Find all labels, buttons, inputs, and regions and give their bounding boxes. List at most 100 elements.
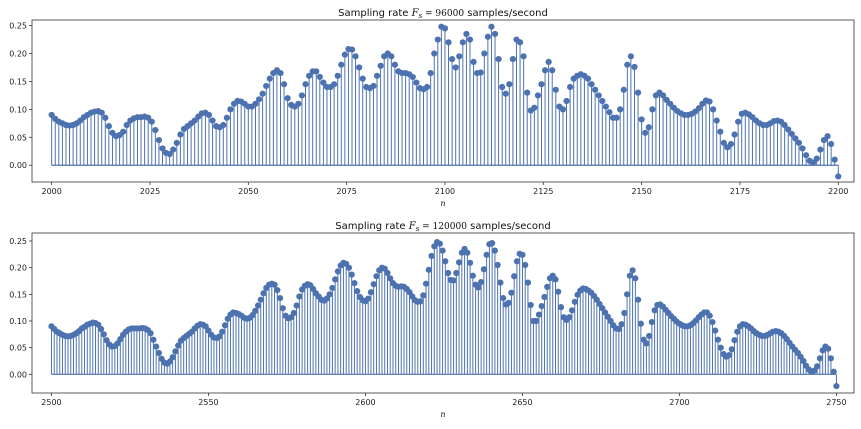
stem-marker	[456, 53, 463, 60]
y-tick-label: 0.15	[9, 77, 27, 86]
stem-marker	[713, 117, 720, 124]
stem-marker	[595, 92, 602, 99]
x-tick-label: 2700	[669, 398, 689, 407]
stem-marker	[497, 279, 504, 286]
stem-marker	[835, 173, 842, 180]
stem-marker	[643, 340, 650, 347]
stem-marker	[48, 111, 55, 119]
stem-marker	[717, 128, 724, 135]
stem-marker	[509, 56, 517, 63]
y-tick-label: 0.10	[9, 317, 27, 326]
stem-marker	[334, 268, 342, 275]
stem-marker	[695, 105, 702, 112]
stem-marker	[326, 291, 333, 298]
stem-marker	[831, 156, 838, 163]
stem-marker	[720, 139, 727, 146]
stem-marker	[277, 69, 284, 77]
x-tick-label: 2200	[828, 187, 848, 196]
stem-marker	[620, 86, 627, 93]
stem-marker	[449, 56, 456, 63]
stem-marker	[173, 139, 180, 146]
stem-marker	[155, 137, 163, 144]
chart-title: Sampling rate Fs = 96000 samples/second	[338, 8, 548, 20]
stem-marker	[466, 36, 474, 43]
stem-marker	[606, 109, 613, 116]
stem-marker	[252, 100, 259, 107]
stem-marker	[453, 269, 460, 277]
stem-marker	[216, 333, 223, 340]
stem-marker	[145, 114, 152, 121]
stem-marker	[810, 159, 817, 166]
stem-marker	[555, 288, 562, 295]
stem-marker	[97, 325, 105, 333]
stem-marker	[524, 89, 531, 96]
stem-marker	[298, 92, 306, 99]
stem-marker	[266, 75, 273, 82]
stem-marker	[341, 51, 348, 58]
stem-marker	[354, 288, 361, 295]
stem-marker	[659, 92, 667, 99]
stem-marker	[527, 301, 534, 309]
subplot-bottom: Sampling rate Fs = 120000 samples/second…	[9, 221, 855, 419]
stem-marker	[259, 90, 266, 97]
stem-marker	[423, 83, 431, 91]
axes-frame	[31, 232, 855, 394]
x-tick-label: 2500	[41, 398, 61, 407]
stem-marker	[377, 62, 384, 69]
x-tick-label: 2650	[512, 398, 532, 407]
stem-marker	[827, 355, 835, 362]
stem-marker	[481, 50, 488, 57]
stem-marker	[634, 89, 642, 96]
x-axis-label: n	[440, 199, 445, 208]
stem-marker	[824, 133, 831, 140]
stem-marker	[221, 322, 229, 329]
stem-marker	[169, 354, 176, 361]
stem-marker	[391, 61, 399, 68]
stem-marker	[706, 98, 713, 105]
stem-marker	[123, 121, 130, 129]
stem-marker	[541, 67, 549, 74]
stem-marker	[305, 72, 313, 79]
stem-marker	[519, 251, 526, 258]
stem-marker	[618, 321, 625, 328]
stem-marker	[645, 124, 652, 131]
stem-marker	[592, 86, 599, 93]
stem-marker	[714, 336, 722, 343]
stem-marker	[795, 139, 803, 146]
stem-marker	[508, 289, 515, 296]
stem-marker	[491, 247, 498, 254]
stem-marker	[329, 284, 336, 292]
stem-marker	[464, 249, 471, 256]
stem-marker	[649, 106, 656, 113]
stem-marker	[191, 117, 198, 124]
stem-marker	[427, 69, 434, 77]
stem-marker	[602, 103, 609, 110]
x-tick-label: 2750	[826, 398, 846, 407]
x-tick-label: 2050	[238, 187, 258, 196]
stem-marker	[584, 75, 592, 82]
stem-marker	[102, 114, 109, 121]
stem-marker	[356, 64, 363, 71]
stem-marker	[727, 140, 735, 148]
stem-marker	[442, 258, 449, 265]
stem-marker	[799, 145, 806, 152]
stem-marker	[545, 58, 552, 65]
stem-marker	[646, 332, 653, 340]
x-tick-label: 2075	[336, 187, 356, 196]
stem-marker	[535, 311, 543, 318]
y-tick-label: 0.05	[9, 344, 27, 353]
stem-marker	[450, 277, 457, 284]
x-axis-label: n	[440, 410, 445, 419]
stem-marker	[531, 104, 538, 111]
stem-marker	[367, 289, 375, 296]
stem-marker	[615, 325, 622, 333]
stem-marker	[252, 307, 259, 314]
stem-marker	[338, 61, 345, 68]
stem-marker	[417, 298, 424, 305]
x-tick-label: 2000	[41, 187, 61, 196]
stem-marker	[785, 126, 792, 133]
stem-marker	[302, 81, 309, 88]
stem-marker	[642, 129, 649, 136]
stem-marker	[567, 83, 574, 91]
stem-marker	[533, 317, 540, 325]
